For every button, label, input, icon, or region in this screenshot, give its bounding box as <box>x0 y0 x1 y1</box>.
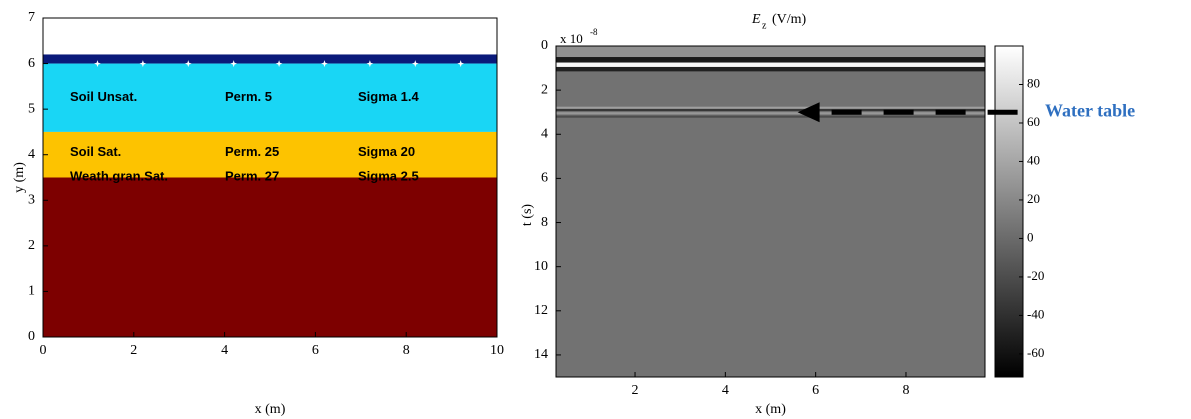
colorbar-tick-label: 20 <box>1027 191 1040 206</box>
layer-label: Perm. 25 <box>225 144 279 159</box>
layer <box>43 63 497 132</box>
colorbar-tick-label: 60 <box>1027 114 1040 129</box>
reflection-band <box>556 66 985 72</box>
x-axis-label: x (m) <box>755 402 786 417</box>
y-tick-label: 2 <box>28 238 35 253</box>
x-tick-label: 0 <box>40 343 47 358</box>
layer-label: Sigma 2.5 <box>358 169 419 184</box>
receiver-marker <box>93 60 101 68</box>
receiver-marker <box>411 60 419 68</box>
y-tick-label: 10 <box>534 259 548 274</box>
y-tick-label: 6 <box>541 171 548 186</box>
receiver-marker <box>320 60 328 68</box>
layer-label: Sigma 20 <box>358 144 415 159</box>
reflection-band <box>556 112 985 115</box>
layer-label: Perm. 5 <box>225 89 272 104</box>
x-tick-label: 2 <box>632 383 639 398</box>
y-tick-label: 1 <box>28 284 35 299</box>
x-axis-label: x (m) <box>255 402 286 417</box>
layer-label: Soil Sat. <box>70 144 121 159</box>
layer-label: Soil Unsat. <box>70 89 137 104</box>
y-tick-label: 2 <box>541 82 548 97</box>
y-axis-label: t (s) <box>520 204 535 227</box>
x-tick-label: 8 <box>902 383 909 398</box>
reflection-band <box>556 115 985 118</box>
colorbar-tick-label: 0 <box>1027 229 1034 244</box>
receiver-marker <box>366 60 374 68</box>
x-tick-label: 8 <box>403 343 410 358</box>
plot-frame <box>42 17 498 338</box>
y-tick-label: 12 <box>534 303 548 318</box>
x-tick-label: 2 <box>130 343 137 358</box>
y-tick-label: 7 <box>28 10 35 25</box>
y-tick-label: 0 <box>28 329 35 344</box>
layer-label: Perm. 27 <box>225 169 279 184</box>
y-tick-label: 14 <box>534 347 548 362</box>
reflection-band <box>556 62 985 67</box>
colorbar-tick-label: -20 <box>1027 268 1044 283</box>
y-tick-label: 4 <box>541 126 548 141</box>
title-symbol: E <box>751 12 761 27</box>
receiver-marker <box>139 60 147 68</box>
colorbar <box>994 45 1024 378</box>
layer-label: Sigma 1.4 <box>358 89 419 104</box>
y-scale-base: x 10 <box>560 31 583 46</box>
plot-frame <box>555 45 986 378</box>
receiver-marker <box>230 60 238 68</box>
y-tick-label: 3 <box>28 193 35 208</box>
x-tick-label: 4 <box>221 343 228 358</box>
colorbar-tick-label: 40 <box>1027 152 1040 167</box>
title-subscript: z <box>762 20 767 31</box>
layer <box>43 54 497 64</box>
annotation-arrowhead <box>797 102 820 123</box>
y-tick-label: 6 <box>28 56 35 71</box>
layer <box>43 131 497 178</box>
y-tick-label: 0 <box>541 38 548 53</box>
x-tick-label: 6 <box>312 343 319 358</box>
colorbar-tick-label: -40 <box>1027 306 1044 321</box>
reflection-band <box>556 106 985 109</box>
x-tick-label: 4 <box>722 383 729 398</box>
x-tick-label: 10 <box>490 343 504 358</box>
receiver-marker <box>184 60 192 68</box>
y-tick-label: 4 <box>28 147 35 162</box>
y-axis-label: y (m) <box>12 162 27 193</box>
colorbar-tick-label: 80 <box>1027 75 1040 90</box>
colorbar-tick-label: -60 <box>1027 345 1044 360</box>
reflection-band <box>556 108 985 112</box>
layer-label: Weath.gran.Sat. <box>70 169 168 184</box>
x-tick-label: 6 <box>812 383 819 398</box>
reflection-band <box>556 46 985 58</box>
receiver-marker <box>457 60 465 68</box>
title-unit: (V/m) <box>772 12 807 27</box>
layer <box>43 177 497 337</box>
image-background <box>556 46 985 377</box>
y-tick-label: 5 <box>28 101 35 116</box>
receiver-marker <box>275 60 283 68</box>
y-scale-exponent: -8 <box>590 27 598 37</box>
y-tick-label: 8 <box>541 215 548 230</box>
annotation-text: Water table <box>1045 100 1135 120</box>
reflection-band <box>556 57 985 63</box>
